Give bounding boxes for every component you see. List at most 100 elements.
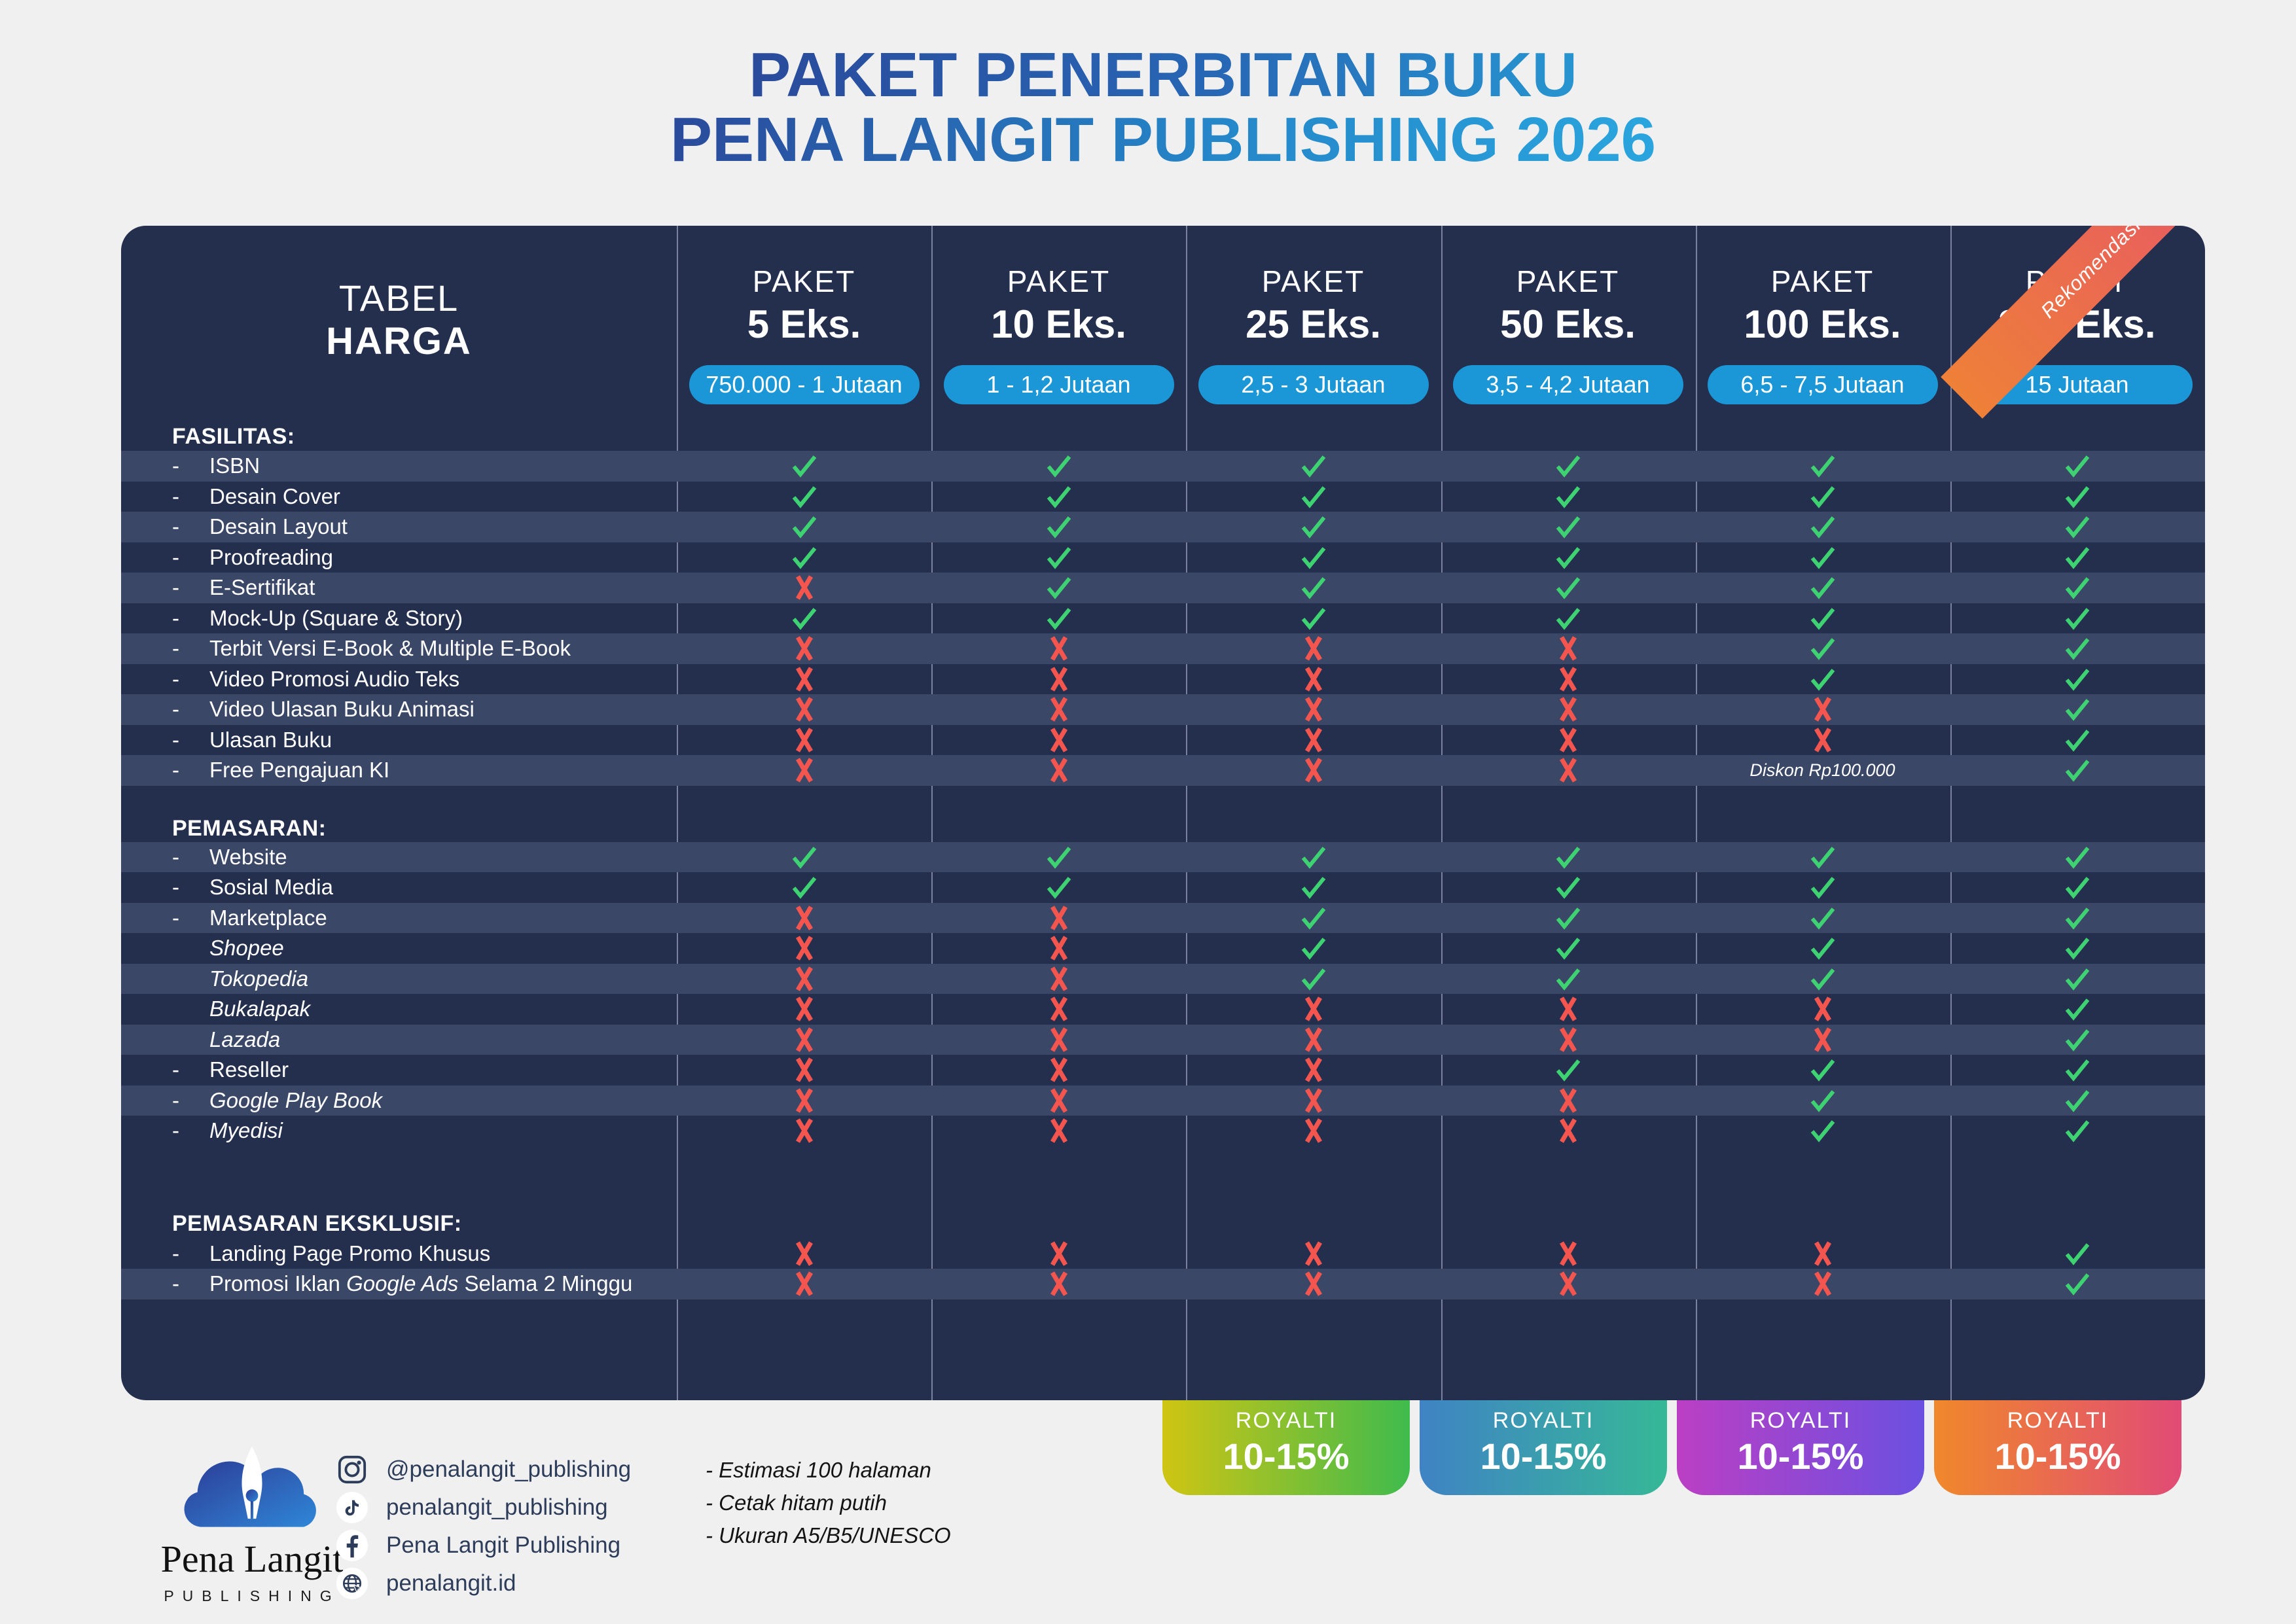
cross-icon <box>1186 1239 1441 1269</box>
cross-icon <box>1695 994 1950 1025</box>
package-kicker: PAKET <box>752 264 856 298</box>
cross-icon <box>931 933 1186 964</box>
cross-icon <box>931 1055 1186 1086</box>
column-divider <box>677 226 678 1400</box>
table-row: Shopee <box>121 933 2205 964</box>
footnote-line: - Ukuran A5/B5/UNESCO <box>706 1523 951 1547</box>
row-label-text: Sosial Media <box>209 875 333 900</box>
check-icon <box>677 603 931 634</box>
cross-icon <box>677 1086 931 1116</box>
check-icon <box>677 872 931 903</box>
check-icon <box>1695 872 1950 903</box>
section-heading: FASILITAS: <box>172 423 295 449</box>
cross-icon <box>931 1116 1186 1146</box>
brand-logo: Pena Langit PUBLISHING <box>134 1437 370 1605</box>
row-dash: - <box>172 1057 179 1082</box>
check-icon <box>1186 842 1441 873</box>
discount-note: Diskon Rp100.000 <box>1695 755 1950 786</box>
cross-icon <box>1695 725 1950 756</box>
row-dash: - <box>172 453 179 478</box>
cross-icon <box>677 664 931 695</box>
cross-icon <box>931 903 1186 934</box>
table-header-row: TABEL HARGA PAKET 5 Eks. 750.000 - 1 Jutaa… <box>121 226 2204 422</box>
table-row: - Free Pengajuan KI Diskon Rp100.000 <box>121 755 2205 786</box>
package-qty: 10 Eks. <box>991 302 1126 346</box>
check-icon <box>1186 542 1441 573</box>
cross-icon <box>1186 1269 1441 1299</box>
social-item[interactable]: Pena Langit Publishing <box>335 1529 631 1561</box>
brand-name: Pena Langit <box>160 1538 344 1580</box>
row-dash: - <box>172 1118 179 1143</box>
check-icon <box>1695 842 1950 873</box>
cross-icon <box>677 725 931 756</box>
check-icon <box>1695 664 1950 695</box>
row-label: Bukalapak <box>121 997 677 1021</box>
row-label-text: Lazada <box>209 1027 281 1051</box>
social-item[interactable]: @penalangit_publishing <box>335 1454 631 1485</box>
check-icon <box>931 482 1186 512</box>
check-icon <box>1186 512 1441 542</box>
cross-icon <box>677 1025 931 1055</box>
row-label: - Desain Layout <box>121 514 677 539</box>
check-icon <box>1950 451 2204 482</box>
table-row: - Desain Cover <box>121 482 2205 512</box>
cross-icon <box>1695 1239 1950 1269</box>
column-divider <box>1950 226 1952 1400</box>
row-label: - Mock-Up (Square & Story) <box>121 606 677 631</box>
package-price-pill: 3,5 - 4,2 Jutaan <box>1452 365 1683 404</box>
row-label: - Free Pengajuan KI <box>121 758 677 783</box>
social-handle: penalangit.id <box>386 1570 516 1596</box>
row-label: Tokopedia <box>121 966 677 991</box>
check-icon <box>1186 872 1441 903</box>
cross-icon <box>1441 725 1695 756</box>
row-label-text: ISBN <box>209 453 260 478</box>
cross-icon <box>1441 1269 1695 1299</box>
table-row: - Mock-Up (Square & Story) <box>121 603 2205 634</box>
royalti-label: ROYALTI <box>1235 1408 1337 1433</box>
row-dash: - <box>172 1241 179 1265</box>
table-row: Lazada <box>121 1024 2205 1055</box>
column-divider <box>931 226 933 1400</box>
pricing-table: Rekomendasi TABEL HARGA PAKET 5 Eks. 750.0… <box>121 226 2205 1400</box>
table-row: - Proofreading <box>121 542 2205 573</box>
cross-icon <box>931 1025 1186 1055</box>
row-label: - Sosial Media <box>121 875 677 900</box>
cross-icon <box>1186 1086 1441 1116</box>
package-qty: 50 Eks. <box>1500 302 1636 346</box>
row-label: - Myedisi <box>121 1118 677 1143</box>
cross-icon <box>677 1055 931 1086</box>
row-label-text: Landing Page Promo Khusus <box>209 1241 491 1265</box>
check-icon <box>931 451 1186 482</box>
table-row: - Website <box>121 841 2205 873</box>
check-icon <box>1186 903 1441 934</box>
table-row: Tokopedia <box>121 963 2205 995</box>
check-icon <box>677 482 931 512</box>
cross-icon <box>931 994 1186 1025</box>
table-body: FASILITAS: - ISBN - Desain Cover - Desain Layo… <box>121 422 2205 1299</box>
title-line-1: PAKET PENERBITAN BUKU <box>749 40 1577 110</box>
social-item[interactable]: penalangit.id <box>335 1567 631 1599</box>
column-divider <box>1186 226 1187 1400</box>
cross-icon <box>677 964 931 995</box>
table-row: - Landing Page Promo Khusus <box>121 1239 2205 1269</box>
row-label-text: Marketplace <box>209 905 327 930</box>
row-label: - Marketplace <box>121 906 677 930</box>
check-icon <box>1695 933 1950 964</box>
check-icon <box>1695 1086 1950 1116</box>
check-icon <box>1950 755 2204 786</box>
check-icon <box>1950 1055 2204 1086</box>
row-dash: - <box>172 636 179 661</box>
cross-icon <box>1186 664 1441 695</box>
row-dash: - <box>172 575 179 600</box>
table-row: Bukalapak <box>121 994 2205 1025</box>
table-row: - Video Promosi Audio Teks <box>121 664 2205 695</box>
row-label: - Video Promosi Audio Teks <box>121 667 677 692</box>
row-dash: - <box>172 905 179 930</box>
cross-icon <box>1186 1025 1441 1055</box>
royalti-label: ROYALTI <box>1492 1408 1594 1433</box>
cross-icon <box>1186 994 1441 1025</box>
row-label-text: Desain Layout <box>209 514 348 539</box>
social-item[interactable]: penalangit_publishing <box>335 1491 631 1523</box>
check-icon <box>931 542 1186 573</box>
check-icon <box>1441 964 1695 995</box>
